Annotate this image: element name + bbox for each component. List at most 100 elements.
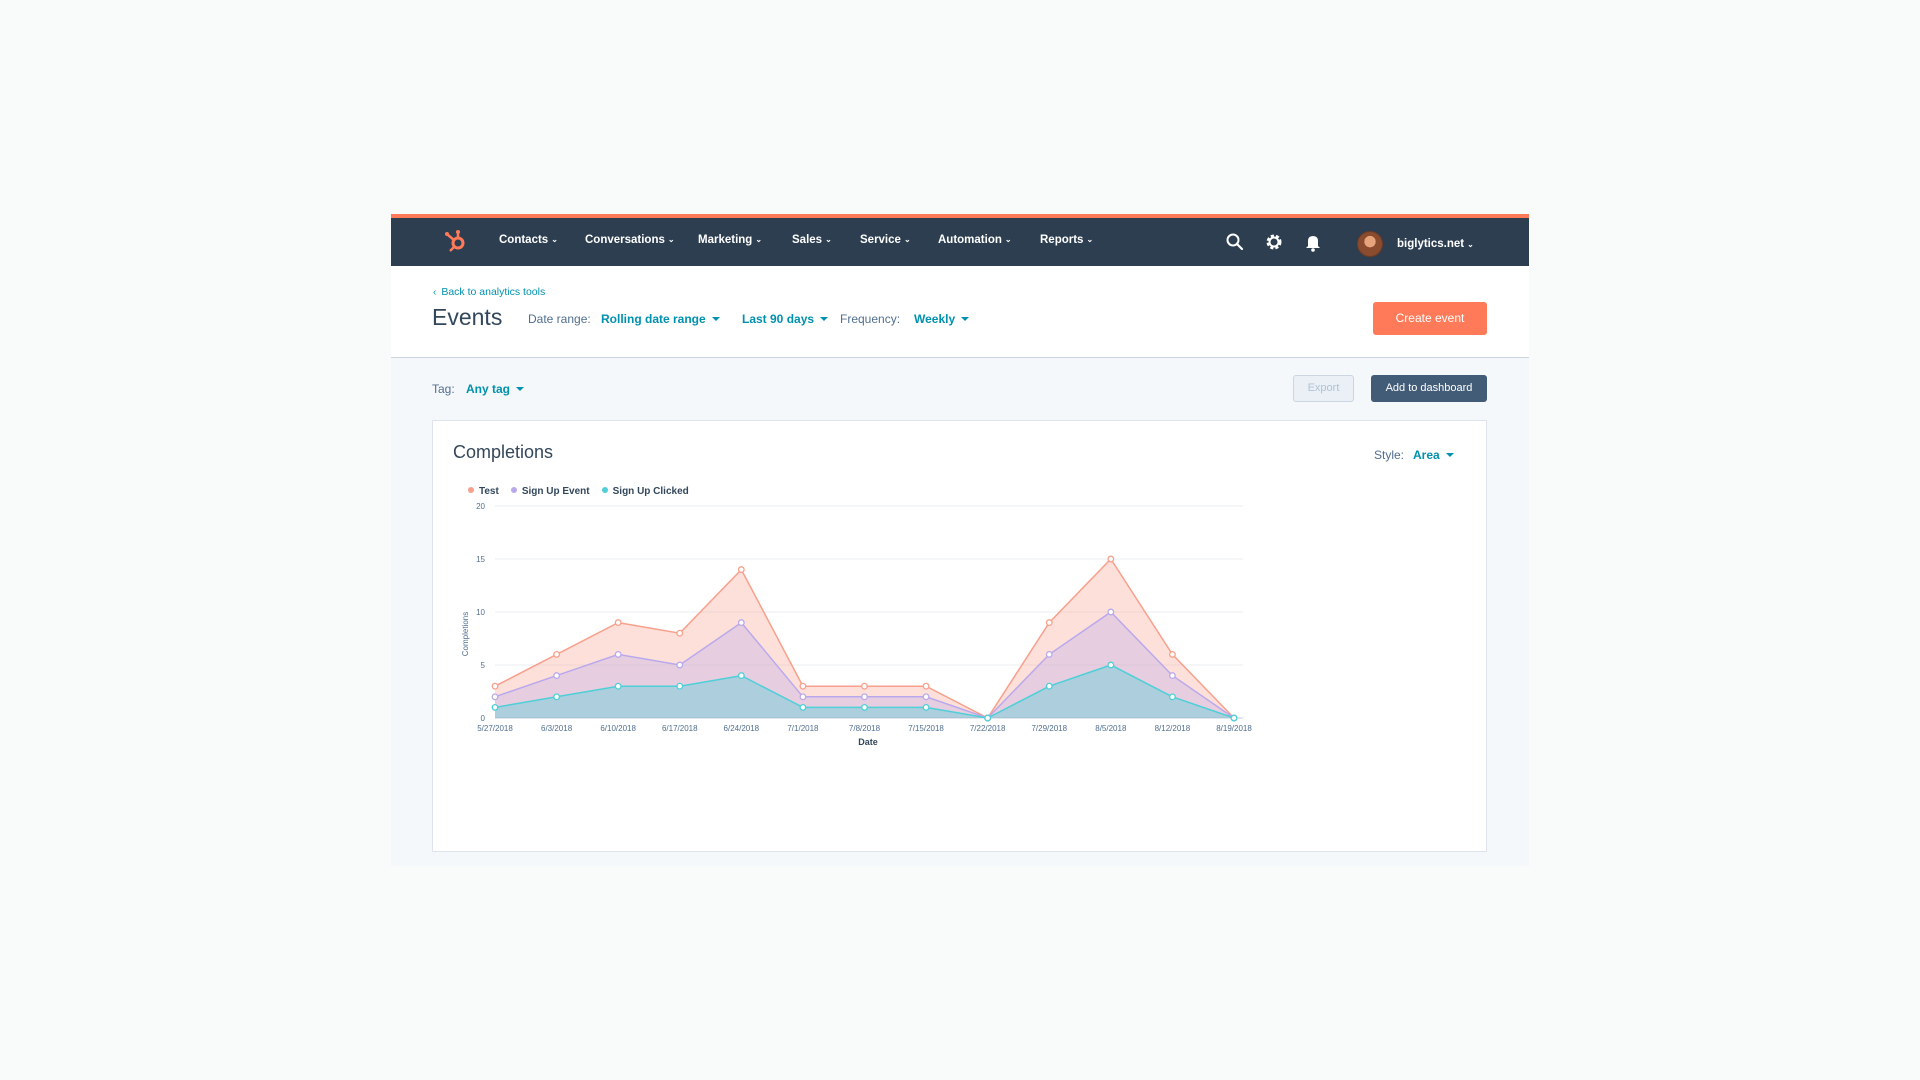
data-point — [614, 619, 622, 627]
series-area-1 — [495, 612, 1234, 718]
data-point — [799, 693, 807, 701]
data-point — [737, 619, 745, 627]
data-point — [553, 693, 561, 701]
legend-label: Test — [479, 486, 499, 497]
data-point — [861, 703, 868, 711]
x-tick-label: 7/29/2018 — [1031, 724, 1067, 733]
chart-legend: Test Sign Up Event Sign Up Clicked — [468, 486, 689, 500]
legend-item[interactable]: Sign Up Event — [510, 486, 590, 500]
x-tick-label: 7/22/2018 — [970, 724, 1006, 733]
export-button[interactable]: Export — [1293, 375, 1354, 402]
legend-dot-icon — [468, 487, 474, 493]
chevron-down-icon: ⌄ — [1086, 235, 1094, 244]
nav-conversations[interactable]: Conversations ⌄ — [585, 234, 675, 246]
chevron-left-icon: ‹ — [433, 287, 437, 298]
nav-reports[interactable]: Reports ⌄ — [1040, 234, 1094, 246]
caret-down-icon — [516, 387, 525, 391]
chart-title: Completions — [453, 442, 554, 462]
y-tick-label: 15 — [476, 555, 485, 564]
x-tick-label: 8/19/2018 — [1216, 724, 1252, 733]
page-title: Events — [432, 304, 503, 330]
chevron-down-icon: ⌄ — [1004, 235, 1012, 244]
hubspot-logo[interactable] — [443, 228, 469, 254]
date-range-label: Date range: — [528, 312, 591, 326]
y-tick-label: 10 — [476, 608, 485, 617]
back-to-analytics-link[interactable]: ‹ Back to analytics tools — [433, 286, 546, 298]
y-tick-label: 0 — [481, 714, 486, 723]
nav-marketing[interactable]: Marketing ⌄ — [698, 234, 763, 246]
search-icon[interactable] — [1224, 231, 1246, 253]
tag-dropdown[interactable]: Any tag — [466, 382, 525, 396]
style-dropdown[interactable]: Area — [1413, 448, 1454, 462]
nav-contacts[interactable]: Contacts ⌄ — [499, 234, 558, 246]
data-point — [799, 703, 807, 711]
y-tick-label: 20 — [476, 502, 485, 511]
nav-sales[interactable]: Sales ⌄ — [792, 234, 832, 246]
data-point — [676, 661, 684, 669]
x-tick-label: 6/17/2018 — [662, 724, 698, 733]
data-point — [922, 703, 930, 711]
frequency-dropdown[interactable]: Weekly — [914, 312, 970, 326]
x-tick-label: 6/3/2018 — [541, 724, 573, 733]
caret-down-icon — [820, 317, 829, 321]
nav-service[interactable]: Service ⌄ — [860, 234, 911, 246]
chevron-down-icon: ⌄ — [667, 235, 675, 244]
period-dropdown[interactable]: Last 90 days — [742, 312, 829, 326]
x-axis-label: Date — [858, 737, 878, 747]
page-header: ‹ Back to analytics tools Events Date ran… — [391, 266, 1529, 358]
data-point — [676, 629, 684, 637]
data-point — [1168, 672, 1176, 680]
add-to-dashboard-button[interactable]: Add to dashboard — [1371, 375, 1487, 402]
legend-item[interactable]: Sign Up Clicked — [601, 486, 689, 500]
data-point — [737, 566, 745, 574]
chevron-down-icon: ⌄ — [1467, 240, 1474, 249]
chevron-down-icon: ⌄ — [755, 235, 763, 244]
caret-down-icon — [961, 317, 970, 321]
chevron-down-icon: ⌄ — [903, 235, 911, 244]
data-point — [1107, 555, 1115, 563]
y-tick-label: 5 — [481, 661, 486, 670]
x-tick-label: 8/5/2018 — [1095, 724, 1127, 733]
y-axis-label: Completions — [461, 612, 470, 656]
data-point — [676, 682, 684, 690]
data-point — [1168, 650, 1176, 658]
avatar[interactable] — [1357, 231, 1383, 257]
app-window: Contacts ⌄ Conversations ⌄ Marketing ⌄ Sale… — [391, 214, 1529, 866]
series-area-0 — [495, 559, 1234, 718]
data-point — [1045, 682, 1053, 690]
data-point — [922, 682, 930, 690]
nav-automation[interactable]: Automation ⌄ — [938, 234, 1012, 246]
data-point — [861, 682, 868, 690]
data-point — [553, 672, 561, 680]
caret-down-icon — [1445, 453, 1454, 457]
chevron-down-icon: ⌄ — [825, 235, 832, 244]
style-label: Style: — [1374, 448, 1405, 462]
legend-label: Sign Up Clicked — [612, 486, 689, 497]
legend-item[interactable]: Test — [468, 486, 499, 500]
data-point — [1168, 693, 1176, 701]
data-point — [799, 682, 807, 690]
x-tick-label: 6/10/2018 — [600, 724, 636, 733]
area-chart: 0 5 10 15 20 5/27/2018 6/3/2018 6/10/2018 6/17/2… — [461, 502, 1252, 747]
caret-down-icon — [711, 317, 720, 321]
data-point — [491, 682, 499, 690]
tag-label: Tag: — [432, 382, 455, 396]
gear-icon[interactable] — [1263, 231, 1285, 253]
data-point — [1107, 608, 1115, 616]
legend-label: Sign Up Event — [521, 486, 590, 497]
x-tick-label: 7/15/2018 — [908, 724, 944, 733]
x-tick-label: 5/27/2018 — [477, 724, 513, 733]
x-tick-label: 6/24/2018 — [724, 724, 760, 733]
bell-icon[interactable] — [1302, 231, 1324, 253]
frequency-label: Frequency: — [840, 312, 901, 326]
create-event-button[interactable]: Create event — [1373, 302, 1487, 335]
date-range-dropdown[interactable]: Rolling date range — [601, 312, 720, 326]
data-point — [614, 682, 622, 690]
data-point — [491, 693, 499, 701]
data-point — [984, 714, 992, 722]
x-tick-label: 8/12/2018 — [1155, 724, 1191, 733]
data-point — [861, 693, 868, 701]
account-menu[interactable]: biglytics.net ⌄ — [1397, 238, 1474, 250]
data-point — [491, 703, 499, 711]
chevron-down-icon: ⌄ — [551, 235, 558, 244]
